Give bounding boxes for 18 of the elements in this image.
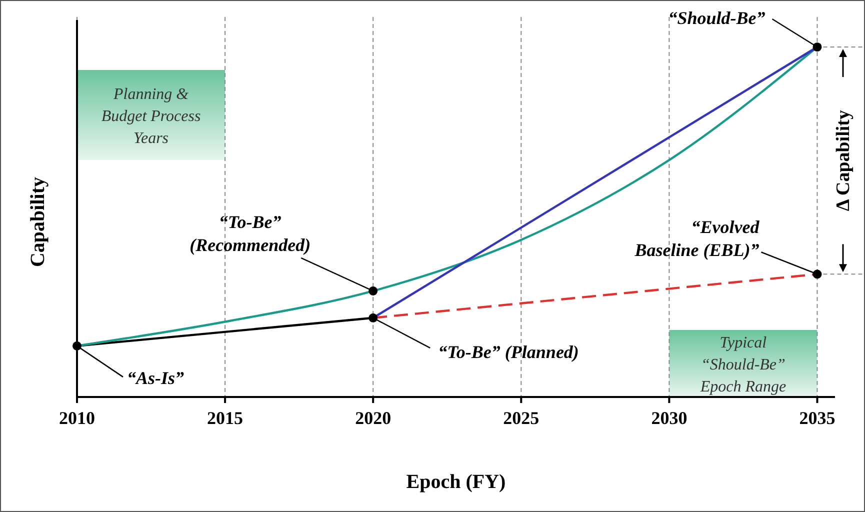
annotation: “To-Be” (Planned) — [438, 342, 579, 362]
y-axis-title: Capability — [27, 176, 49, 268]
band-label: Typical “Should-Be” Epoch Range — [699, 334, 786, 396]
point — [368, 313, 378, 322]
band-label: Planning & Budget Process Years — [101, 86, 201, 147]
annotation: Δ Capability — [833, 110, 854, 212]
annotation: “Evolved Baseline (EBL)” — [634, 217, 760, 260]
x-tick-label: 2010 — [59, 408, 95, 428]
x-tick-label: 2030 — [651, 408, 688, 428]
x-axis-title: Epoch (FY) — [406, 471, 506, 493]
x-tick-label: 2015 — [207, 408, 244, 428]
x-tick-label: 2035 — [799, 408, 836, 428]
x-tick-label: 2025 — [503, 408, 540, 428]
annotation: “To-Be” (Recommended) — [190, 212, 311, 255]
x-tick-label: 2020 — [355, 408, 392, 428]
annotation: “Should-Be” — [668, 8, 766, 28]
point — [368, 286, 378, 296]
annotation: “As-Is” — [127, 368, 184, 388]
